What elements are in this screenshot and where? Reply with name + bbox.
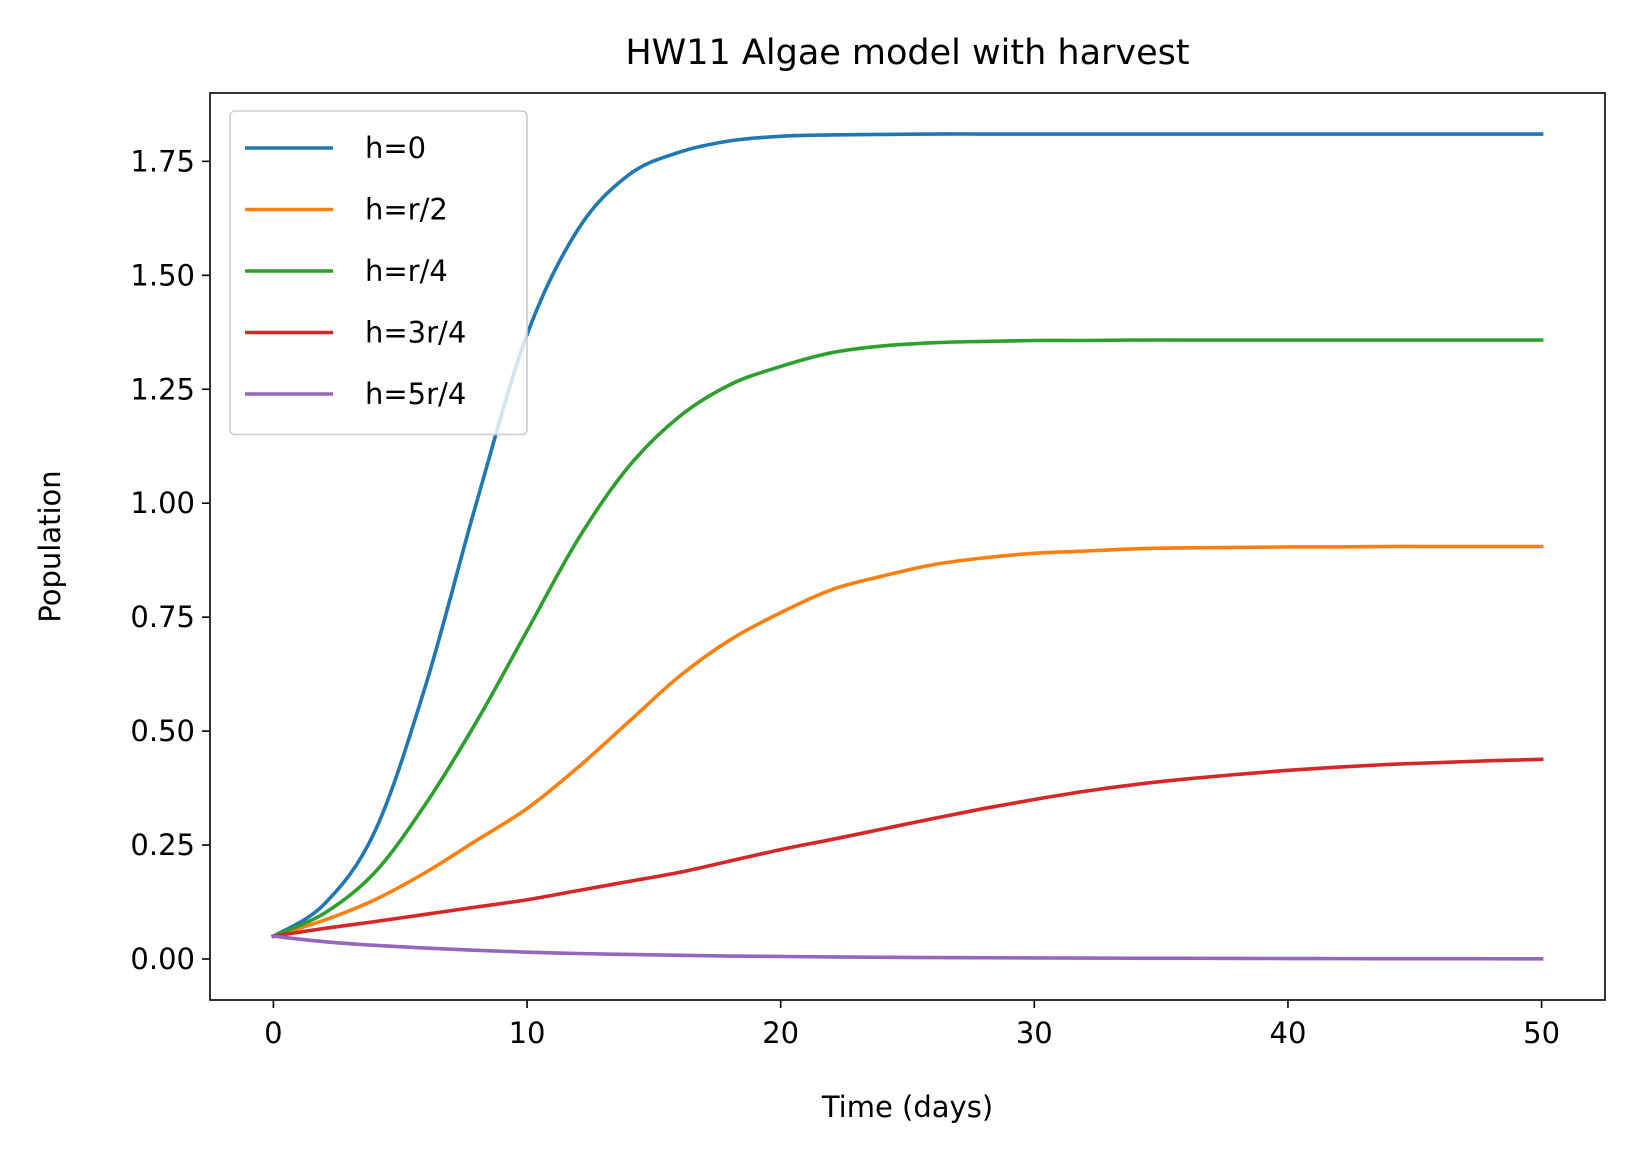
y-tick-label: 1.75 xyxy=(130,144,195,178)
legend-box xyxy=(229,110,528,436)
x-tick-label: 0 xyxy=(264,1016,282,1050)
series-line-1 xyxy=(270,132,1544,939)
y-tick-label: 1.25 xyxy=(130,372,195,406)
y-tick-label: 0.75 xyxy=(130,600,195,634)
x-axis-label: Time (days) xyxy=(821,1090,993,1124)
legend-label: h=r/2 xyxy=(365,193,448,227)
x-tick-label: 20 xyxy=(762,1016,799,1050)
legend-label: h=3r/4 xyxy=(365,316,466,350)
legend-label: h=r/4 xyxy=(365,254,448,288)
x-tick-label: 40 xyxy=(1270,1016,1307,1050)
series-line-3 xyxy=(271,338,1544,939)
y-axis: 0.00 0.25 0.50 0.75 1.00 1.25 1.50 1.75 xyxy=(130,144,210,976)
x-tick-label: 10 xyxy=(509,1016,546,1050)
y-tick-label: 1.50 xyxy=(130,258,195,292)
x-tick-label: 30 xyxy=(1016,1016,1053,1050)
legend: h=0 h=r/2 h=r/4 h=3r/4 h=5r/4 xyxy=(229,110,528,436)
series-layer xyxy=(270,132,1544,961)
series-line-2 xyxy=(271,544,1544,939)
y-axis-label: Population xyxy=(33,470,67,622)
y-tick-label: 0.25 xyxy=(130,828,195,862)
series-line-5 xyxy=(271,934,1544,961)
y-tick-label: 1.00 xyxy=(130,486,195,520)
y-tick-label: 0.50 xyxy=(130,714,195,748)
x-tick-label: 50 xyxy=(1523,1016,1560,1050)
series-line-4 xyxy=(271,757,1544,939)
y-tick-label: 0.00 xyxy=(130,942,195,976)
legend-label: h=0 xyxy=(365,131,426,165)
axes-frame xyxy=(209,92,1606,1001)
chart-title: HW11 Algae model with harvest xyxy=(625,33,1189,73)
legend-label: h=5r/4 xyxy=(365,377,466,411)
x-axis: 0 10 20 30 40 50 xyxy=(264,1000,1560,1050)
